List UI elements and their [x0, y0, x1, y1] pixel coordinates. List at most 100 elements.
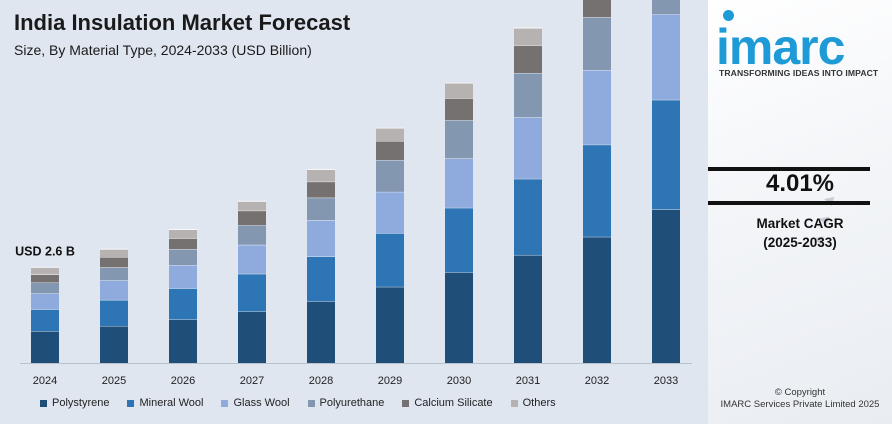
chart-subtitle: Size, By Material Type, 2024-2033 (USD B…	[14, 42, 312, 58]
copyright-notice: © Copyright IMARC Services Private Limit…	[708, 387, 892, 411]
bar-segment-2028-others	[307, 169, 335, 182]
x-tick-label: 2026	[171, 375, 195, 387]
x-tick-label: 2027	[240, 375, 264, 387]
bar-segment-2031-others	[514, 28, 542, 46]
bar-segment-2029-glass-wool	[376, 191, 404, 234]
bar-segment-2024-calcium-silicate	[31, 274, 59, 283]
bar-segment-2030-glass-wool	[445, 158, 473, 208]
data-annotation-2024: USD 2.6 B	[15, 244, 75, 258]
bar-segment-2025-polystyrene	[100, 326, 128, 363]
x-tick-label: 2025	[102, 375, 126, 387]
bar-segment-2027-polyurethane	[238, 225, 266, 245]
cagr-label-title: Market CAGR	[756, 216, 844, 231]
legend-swatch	[402, 399, 410, 407]
bar-segment-2026-polystyrene	[169, 319, 197, 363]
bar-segment-2026-glass-wool	[169, 265, 197, 289]
bar-segment-2029-others	[376, 128, 404, 142]
legend-label: Polystyrene	[52, 397, 110, 409]
legend-swatch	[307, 399, 315, 407]
bar-segment-2025-glass-wool	[100, 280, 128, 300]
legend-item-polyurethane: Polyurethane	[307, 397, 384, 409]
legend-swatch	[510, 399, 518, 407]
bar-segment-2024-others	[31, 267, 59, 275]
bar-segment-2026-mineral-wool	[169, 288, 197, 320]
legend-item-others: Others	[510, 397, 556, 409]
cagr-label: Market CAGR (2025-2033)	[708, 214, 892, 252]
x-tick-label: 2030	[447, 375, 471, 387]
bar-segment-2031-polyurethane	[514, 73, 542, 118]
bar-segment-2031-glass-wool	[514, 117, 542, 179]
legend-item-glass-wool: Glass Wool	[221, 397, 290, 409]
chart-panel: India Insulation Market Forecast Size, B…	[14, 0, 692, 409]
bar-segment-2028-calcium-silicate	[307, 181, 335, 198]
bar-segment-2029-polystyrene	[376, 286, 404, 363]
bar-segment-2032-glass-wool	[583, 70, 611, 145]
bar-segment-2032-polystyrene	[583, 236, 611, 363]
cagr-value: 4.01%	[765, 170, 835, 197]
bar-segment-2027-glass-wool	[238, 244, 266, 274]
bar-segment-2033-polyurethane	[652, 0, 680, 15]
bar-segment-2030-others	[445, 83, 473, 99]
bar-segment-2032-mineral-wool	[583, 144, 611, 237]
cagr-divider-top	[708, 167, 870, 171]
bar-segment-2027-others	[238, 201, 266, 211]
bar-segment-2031-calcium-silicate	[514, 45, 542, 73]
bar-segment-2026-calcium-silicate	[169, 238, 197, 250]
copyright-line-2: IMARC Services Private Limited 2025	[720, 399, 880, 410]
bar-segment-2025-calcium-silicate	[100, 257, 128, 268]
bar-segment-2024-mineral-wool	[31, 309, 59, 332]
bar-segment-2030-polystyrene	[445, 272, 473, 363]
cagr-divider-bottom	[708, 201, 870, 205]
x-tick-label: 2033	[654, 375, 678, 387]
x-tick-label: 2029	[378, 375, 402, 387]
legend-swatch	[127, 399, 135, 407]
bar-segment-2028-glass-wool	[307, 220, 335, 257]
bar-segment-2025-others	[100, 249, 128, 258]
bar-segment-2027-mineral-wool	[238, 273, 266, 312]
brand-panel: imarc TRANSFORMING IDEAS INTO IMPACT ▲ ▲…	[708, 0, 892, 424]
bar-segment-2026-others	[169, 229, 197, 239]
x-tick-label: 2032	[585, 375, 609, 387]
copyright-line-1: © Copyright	[774, 387, 826, 398]
bar-segment-2024-polyurethane	[31, 282, 59, 294]
bar-segment-2031-mineral-wool	[514, 178, 542, 255]
bar-segment-2029-calcium-silicate	[376, 141, 404, 160]
bar-segment-2032-polyurethane	[583, 17, 611, 71]
x-tick-label: 2028	[309, 375, 333, 387]
bar-segment-2030-polyurethane	[445, 120, 473, 159]
logo-dot-icon	[723, 10, 734, 21]
legend-item-polystyrene: Polystyrene	[40, 397, 109, 409]
legend-label: Others	[522, 397, 556, 409]
legend-label: Mineral Wool	[139, 397, 204, 409]
legend-item-calcium-silicate: Calcium Silicate	[402, 397, 493, 409]
legend-swatch	[221, 399, 229, 407]
bar-segment-2027-calcium-silicate	[238, 210, 266, 226]
bar-segment-2027-polystyrene	[238, 311, 266, 363]
bar-segment-2032-calcium-silicate	[583, 0, 611, 18]
bar-segment-2030-mineral-wool	[445, 207, 473, 273]
legend-label: Glass Wool	[233, 397, 290, 409]
bar-segment-2028-polyurethane	[307, 197, 335, 221]
bar-segment-2026-polyurethane	[169, 249, 197, 266]
stacked-bar-chart: 2024 2025 2026 2027 2028 2029 2030 2031 2032 2033…	[15, 0, 692, 387]
bar-segment-2025-polyurethane	[100, 267, 128, 281]
bar-segment-2024-glass-wool	[31, 293, 59, 310]
bar-segment-2025-mineral-wool	[100, 299, 128, 327]
legend-label: Calcium Silicate	[414, 397, 493, 409]
bar-segment-2029-mineral-wool	[376, 233, 404, 287]
bar-segment-2029-polyurethane	[376, 160, 404, 192]
chart-legend: Polystyrene Mineral Wool Glass Wool Polyure…	[40, 397, 574, 409]
legend-swatch	[40, 399, 47, 407]
x-tick-label: 2024	[33, 375, 57, 387]
cagr-label-period: (2025-2033)	[763, 235, 837, 250]
imarc-logo: imarc	[716, 19, 845, 75]
bar-segment-2028-polystyrene	[307, 301, 335, 363]
bar-segment-2030-calcium-silicate	[445, 98, 473, 121]
bar-segment-2033-polystyrene	[652, 209, 680, 363]
bar-segment-2028-mineral-wool	[307, 256, 335, 302]
bar-segment-2033-mineral-wool	[652, 99, 680, 210]
bar-segment-2033-glass-wool	[652, 14, 680, 100]
page-title: India Insulation Market Forecast	[14, 10, 351, 35]
bar-segment-2031-polystyrene	[514, 254, 542, 363]
bar-segment-2024-polystyrene	[31, 331, 59, 363]
